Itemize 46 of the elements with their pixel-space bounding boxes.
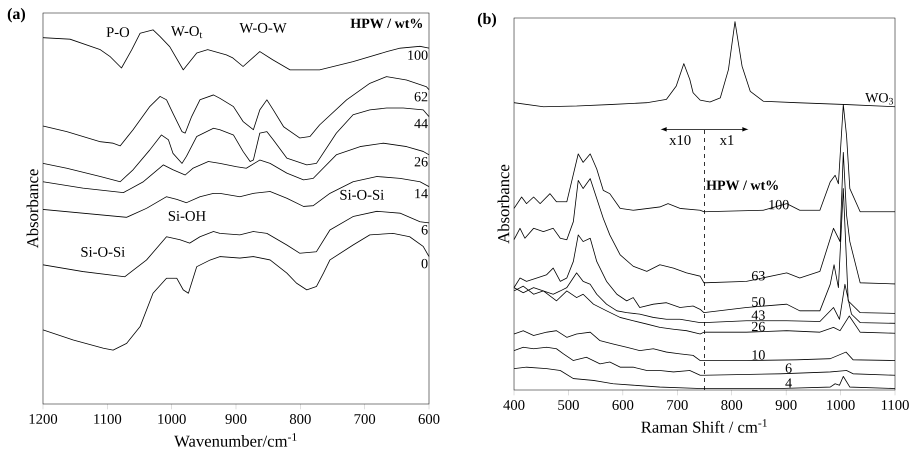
series-label: 44 [414, 118, 428, 128]
y-axis-title: Absorbance [498, 164, 510, 244]
x-tick-label: 400 [503, 400, 524, 410]
series-label: 63 [752, 271, 765, 280]
annotation: Si-O-Si [340, 190, 384, 200]
x-tick-label: 1200 [30, 414, 58, 424]
x-axis-title: Raman Shift / cm$^{-1}$ [641, 419, 767, 433]
legend-title: HPW / wt% [706, 180, 778, 190]
annotation: x10 [669, 135, 691, 145]
series-label: 10 [752, 350, 765, 360]
x-tick-label: 1000 [827, 400, 855, 410]
x-tick-label: 700 [667, 400, 688, 410]
series-label: WO$_{3}$ [865, 92, 894, 104]
chart-title: (b) [478, 12, 496, 28]
x-tick-label: 900 [776, 400, 797, 410]
x-axis-title: Wavenumber/cm$^{-1}$ [174, 433, 297, 447]
series-label: 100 [408, 50, 428, 60]
annotation: P-O [106, 27, 130, 38]
annotation: Si-OH [168, 211, 206, 221]
x-tick-label: 600 [418, 414, 440, 424]
y-axis-title: Absorbance [26, 169, 38, 248]
series-label: 62 [414, 92, 428, 102]
x-tick-label: 800 [721, 400, 742, 410]
series-label: 43 [752, 310, 765, 320]
series-label: 26 [414, 157, 428, 166]
annotation: x1 [720, 135, 734, 145]
x-tick-label: 500 [558, 400, 579, 410]
x-tick-label: 700 [354, 414, 376, 424]
series-label: 26 [752, 322, 765, 332]
series-label: 50 [752, 297, 765, 307]
x-tick-label: 900 [225, 414, 246, 424]
x-tick-label: 1100 [94, 414, 122, 424]
legend-title: HPW / wt% [350, 18, 422, 28]
chart-title: (a) [8, 8, 26, 22]
x-tick-label: 800 [290, 414, 311, 424]
annotation: W-O$_{t}$ [170, 26, 202, 38]
series-label: 14 [415, 188, 428, 198]
series-label: 0 [422, 258, 428, 268]
x-tick-label: 1000 [158, 414, 186, 424]
x-tick-label: 1100 [882, 400, 909, 410]
x-tick-label: 600 [612, 400, 634, 410]
series-label: 4 [785, 378, 792, 388]
annotation: W-O-W [239, 22, 287, 33]
series-label: 6 [422, 225, 428, 235]
series-label: 6 [786, 363, 792, 373]
annotation: Si-O-Si [81, 246, 125, 257]
